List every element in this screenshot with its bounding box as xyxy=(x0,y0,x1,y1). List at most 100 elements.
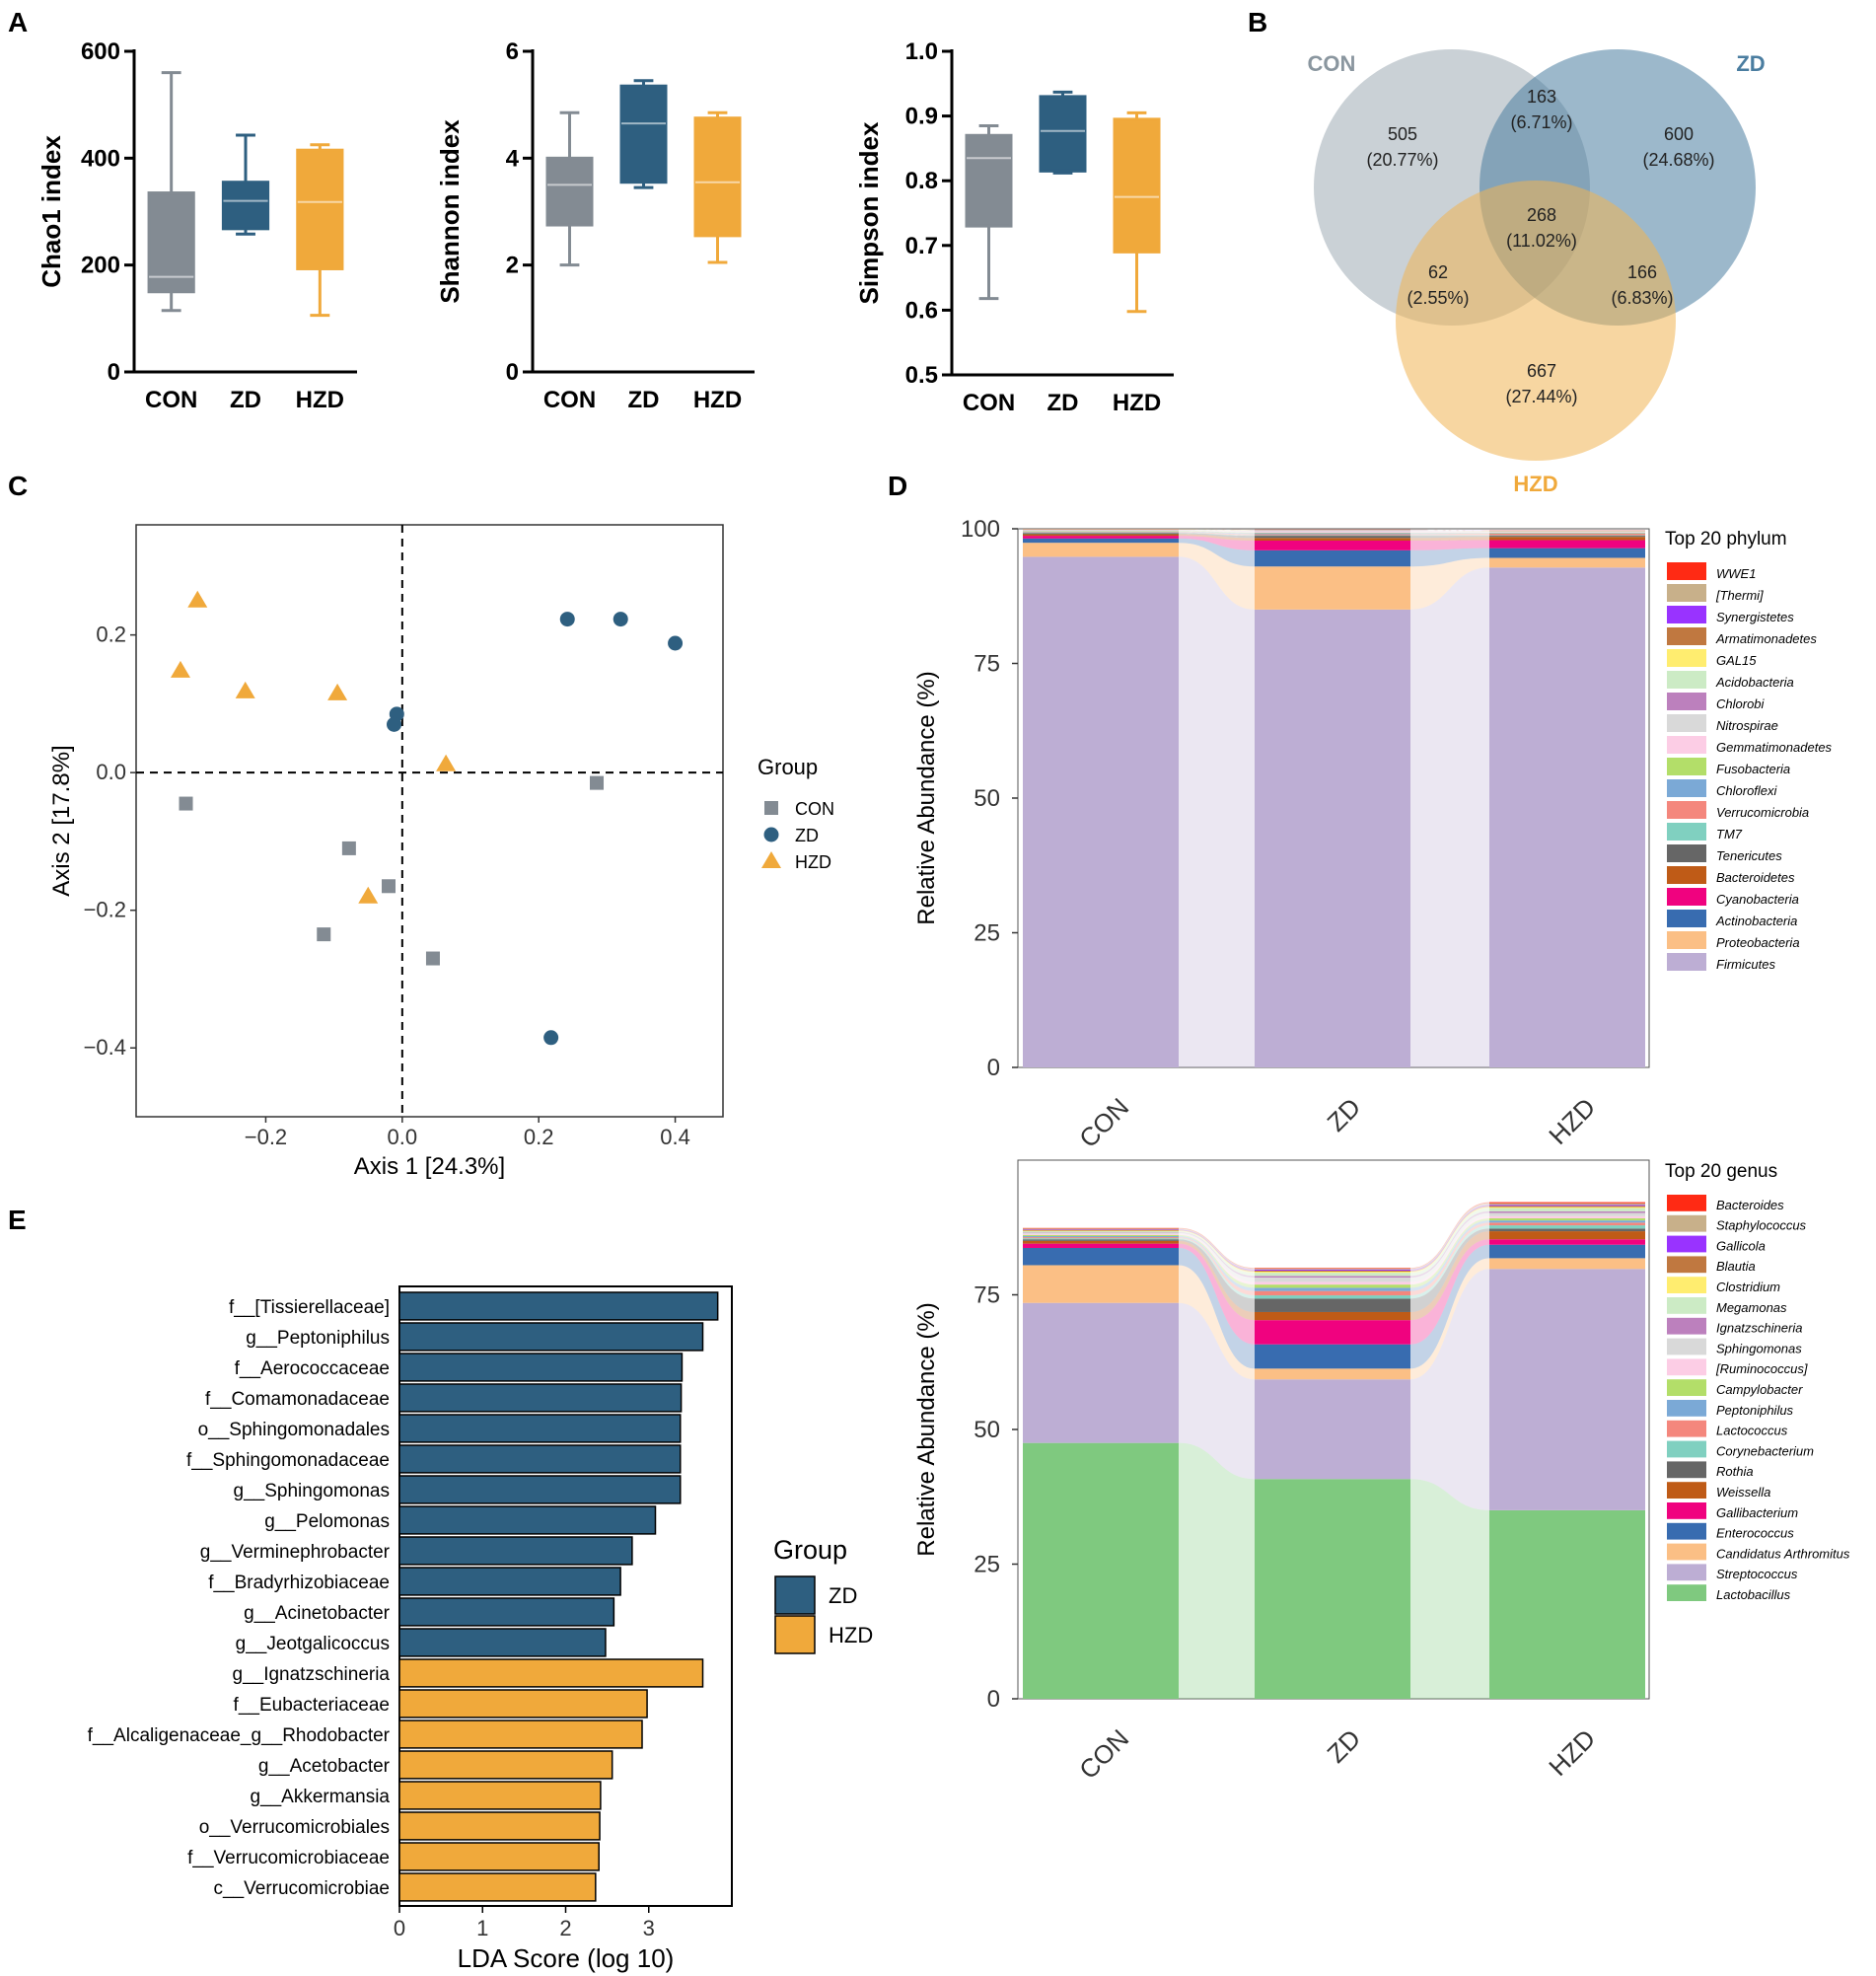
flow-synergistetes xyxy=(1179,529,1255,531)
bar-segment-firmicutes xyxy=(1023,556,1179,1067)
legend-swatch xyxy=(1667,1461,1706,1479)
legend-swatch xyxy=(1667,1440,1706,1458)
venn-percent: (20.77%) xyxy=(1366,150,1438,170)
flow-megamonas xyxy=(1410,1208,1489,1277)
y-tick-label: 100 xyxy=(961,516,1000,543)
legend-label: CON xyxy=(795,799,834,819)
bar-segment-streptococcus xyxy=(1255,1379,1410,1480)
flow-chloroflexi xyxy=(1179,531,1255,535)
venn-percent: (24.68%) xyxy=(1642,150,1714,170)
legend-label: Candidatus Arthromitus xyxy=(1716,1546,1850,1561)
legend-swatch xyxy=(1667,649,1706,667)
flow-staphylococcus xyxy=(1179,1228,1255,1270)
lda-bar-zd xyxy=(398,1383,683,1413)
x-tick-label: ZD xyxy=(1047,390,1079,416)
lda-bar-hzd xyxy=(398,1811,601,1841)
bar-segment-proteobacteria xyxy=(1023,543,1179,557)
legend-label: Fusobacteria xyxy=(1716,762,1790,776)
legend-label: [Thermi] xyxy=(1715,588,1764,603)
lda-bar-zd xyxy=(398,1475,682,1504)
lda-bar-hzd xyxy=(398,1689,648,1719)
y-tick-label: 400 xyxy=(81,145,120,172)
flow-bacteroidetes xyxy=(1410,537,1489,542)
legend-swatch xyxy=(1667,1420,1706,1437)
legend-label: TM7 xyxy=(1716,827,1743,842)
flow-clostridium xyxy=(1410,1207,1489,1274)
bar-segment-campylobacter xyxy=(1489,1217,1645,1221)
legend-label: Bacteroides xyxy=(1716,1198,1784,1212)
y-tick-label: −0.2 xyxy=(84,898,126,922)
flow-sphingomonas xyxy=(1410,1212,1489,1282)
flow-gemmatimonadetes xyxy=(1410,531,1489,533)
legend-swatch xyxy=(1667,1338,1706,1355)
bar-segment-staphylococcus xyxy=(1489,1203,1645,1206)
flow--ruminococcus- xyxy=(1410,1215,1489,1285)
flow-enterococcus xyxy=(1179,1247,1255,1369)
point-con xyxy=(317,927,331,942)
bar-segment-peptoniphilus xyxy=(1023,1235,1179,1238)
box-con xyxy=(965,133,1013,228)
legend-label: GAL15 xyxy=(1716,653,1757,668)
legend-swatch xyxy=(1667,736,1706,754)
bar-label: f__Aerococcaceae xyxy=(235,1358,390,1379)
x-tick-label: 0.0 xyxy=(388,1125,418,1149)
bar-segment-blautia xyxy=(1255,1270,1410,1273)
point-hzd xyxy=(235,681,255,698)
legend-swatch xyxy=(1667,1235,1706,1253)
lda-bar-hzd xyxy=(398,1658,704,1688)
flow-gal15 xyxy=(1410,530,1489,532)
legend-label: Cyanobacteria xyxy=(1716,892,1799,907)
legend-label: Gallicola xyxy=(1716,1238,1766,1253)
legend-label: Blautia xyxy=(1716,1259,1756,1274)
y-tick-label: 0 xyxy=(108,359,120,386)
flow-wwe1 xyxy=(1410,529,1489,531)
flow-firmicutes xyxy=(1410,567,1489,1067)
y-axis-title: Simpson index xyxy=(854,121,884,304)
venn-percent: (2.55%) xyxy=(1407,288,1469,308)
y-tick-label: −0.4 xyxy=(84,1035,126,1060)
bar-label: o__Sphingomonadales xyxy=(198,1420,390,1440)
legend-swatch xyxy=(1667,1358,1706,1376)
flow--ruminococcus- xyxy=(1179,1233,1255,1285)
legend-swatch xyxy=(1667,693,1706,710)
point-zd xyxy=(543,1030,559,1046)
flow-verrucomicrobia xyxy=(1410,533,1489,536)
legend-label: Clostridium xyxy=(1716,1280,1780,1294)
panel-label-a: A xyxy=(8,7,28,37)
bar-segment-blautia xyxy=(1489,1206,1645,1208)
legend-label: Weissella xyxy=(1716,1485,1770,1500)
bar-segment-ignatzschineria xyxy=(1023,1232,1179,1233)
bar-segment-enterococcus xyxy=(1489,1244,1645,1259)
x-tick-label: CON xyxy=(543,387,596,413)
venn-count: 505 xyxy=(1388,124,1417,144)
bar-segment-fusobacteria xyxy=(1255,532,1410,534)
bar-segment-fusobacteria xyxy=(1023,531,1179,532)
flow-tenericutes xyxy=(1179,533,1255,539)
y-tick-label: 0.0 xyxy=(96,760,126,784)
flow-rothia xyxy=(1410,1228,1489,1312)
flow-staphylococcus xyxy=(1410,1203,1489,1270)
x-tick-label: HZD xyxy=(296,387,344,413)
legend-label: Acidobacteria xyxy=(1715,675,1794,690)
venn-title-con: CON xyxy=(1308,51,1356,76)
flow-tm7 xyxy=(1410,535,1489,537)
bar-segment-blautia xyxy=(1023,1229,1179,1231)
legend-swatch xyxy=(1667,714,1706,732)
box-plot-a1: 0 200 400 600 Chao1 index CON ZD HZD xyxy=(36,38,357,413)
flow-nitrospirae xyxy=(1179,530,1255,532)
bar-segment-corynebacterium xyxy=(1255,1295,1410,1299)
x-tick-label: ZD xyxy=(628,387,660,413)
flow-rothia xyxy=(1179,1239,1255,1312)
y-tick-label: 2 xyxy=(506,253,519,279)
point-zd xyxy=(668,635,684,651)
bar-label: g__Jeotgalicoccus xyxy=(236,1634,390,1654)
box-zd xyxy=(1039,95,1087,173)
lda-bar-hzd xyxy=(398,1781,602,1810)
x-tick-label: ZD xyxy=(230,387,261,413)
x-axis-title: Axis 1 [24.3%] xyxy=(354,1153,505,1180)
bar-segment-bacteroides xyxy=(1489,1202,1645,1204)
bar-label: f__[Tissierellaceae] xyxy=(229,1297,390,1318)
bar-segment-enterococcus xyxy=(1023,1247,1179,1266)
y-axis-title: Relative Abundance (%) xyxy=(913,1302,940,1556)
bar-segment-staphylococcus xyxy=(1023,1228,1179,1230)
